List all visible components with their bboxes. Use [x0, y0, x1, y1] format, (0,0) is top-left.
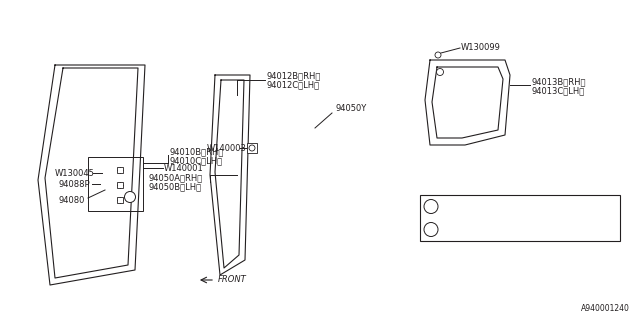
Text: W140001: W140001 [164, 164, 204, 172]
Circle shape [424, 199, 438, 213]
Text: 94050B〈LH〉: 94050B〈LH〉 [148, 182, 201, 191]
Text: 94013B〈RH〉: 94013B〈RH〉 [531, 77, 586, 86]
Bar [117, 182, 123, 188]
Text: 94088P: 94088P [58, 180, 90, 188]
Text: 94012B〈RH〉: 94012B〈RH〉 [266, 71, 321, 81]
Text: Q740010: Q740010 [445, 225, 480, 234]
Bar [117, 167, 123, 173]
Circle shape [424, 222, 438, 236]
Text: W130045: W130045 [55, 169, 95, 178]
Bar [117, 197, 123, 203]
Bar [247, 143, 257, 153]
Circle shape [249, 145, 255, 151]
Text: 1: 1 [128, 194, 132, 200]
Text: FRONT: FRONT [218, 276, 247, 284]
Text: 94012C〈LH〉: 94012C〈LH〉 [266, 81, 319, 90]
Text: 94010C〈LH〉: 94010C〈LH〉 [169, 156, 222, 165]
Text: 94010B〈RH〉: 94010B〈RH〉 [169, 148, 223, 156]
Text: A940001240: A940001240 [581, 304, 630, 313]
Text: ( -05MY): ( -05MY) [553, 202, 585, 211]
Text: 047405080(4): 047405080(4) [445, 198, 500, 207]
Text: Ⓢ: Ⓢ [428, 202, 434, 212]
Text: (06MY- ): (06MY- ) [553, 225, 584, 234]
Circle shape [435, 52, 441, 58]
Text: 94080: 94080 [58, 196, 84, 204]
Text: 94050Y: 94050Y [335, 103, 366, 113]
Text: 1: 1 [429, 225, 433, 234]
Circle shape [436, 68, 444, 76]
Circle shape [125, 191, 136, 203]
Text: 94050A〈RH〉: 94050A〈RH〉 [148, 173, 202, 182]
Bar [420, 195, 620, 241]
Bar [88, 157, 143, 211]
Text: 94013C〈LH〉: 94013C〈LH〉 [531, 86, 584, 95]
Text: W130099: W130099 [461, 43, 501, 52]
Text: W140003: W140003 [207, 143, 247, 153]
